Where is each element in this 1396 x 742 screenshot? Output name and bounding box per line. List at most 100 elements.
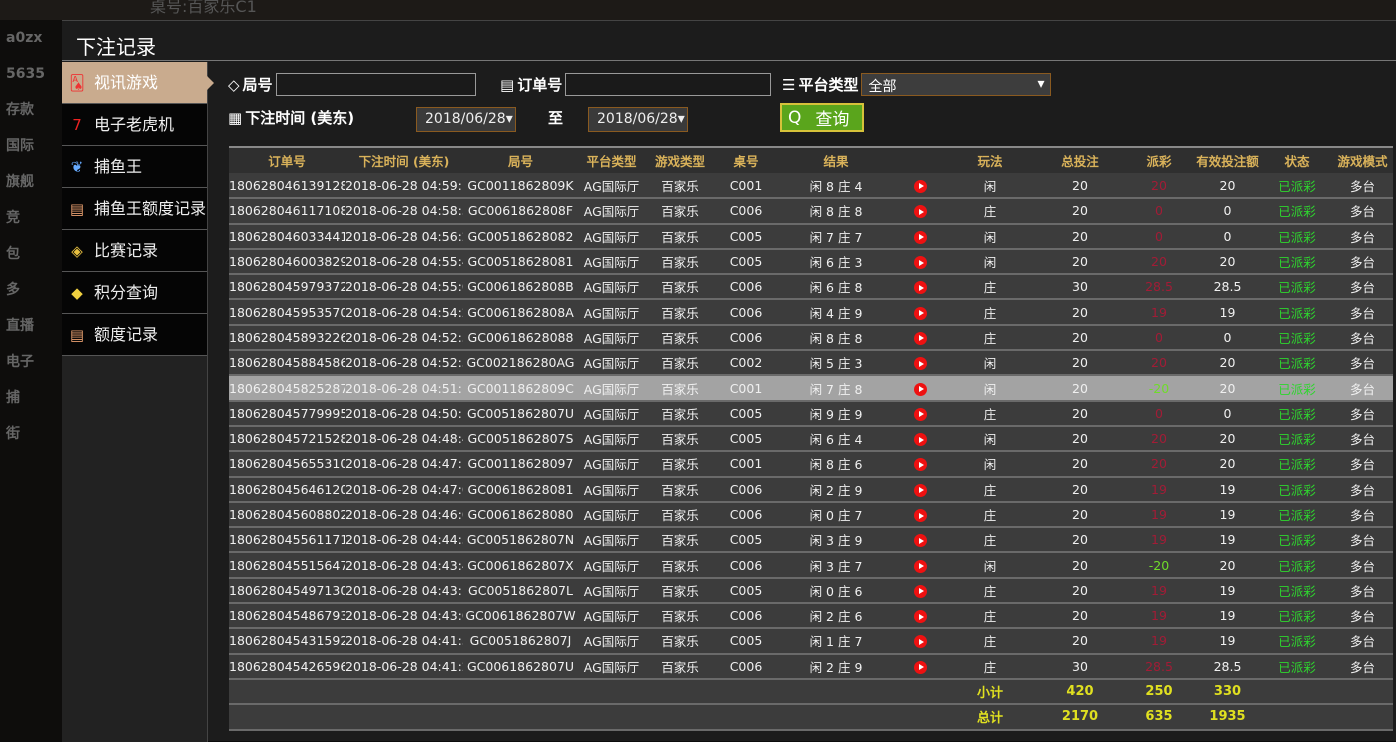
table-cell: AG国际厅 [578, 299, 645, 326]
table-cell: 2018-06-28 04:50:13 [345, 400, 463, 427]
replay-cell [895, 628, 945, 655]
play-video-icon[interactable] [913, 534, 927, 548]
sidebar-item[interactable]: 🂡 视讯游戏 [62, 62, 214, 104]
table-cell: 19 [1125, 628, 1193, 655]
play-video-icon[interactable] [913, 660, 927, 674]
sidebar-item[interactable]: ❦ 捕鱼王 [62, 146, 207, 188]
table-cell: 20 [1193, 451, 1262, 478]
play-video-icon[interactable] [913, 635, 927, 649]
table-cell: 20 [1125, 173, 1193, 200]
table-cell: 20 [1035, 628, 1125, 655]
play-video-icon[interactable] [913, 256, 927, 270]
play-video-icon[interactable] [913, 483, 927, 497]
table-cell: 已派彩 [1262, 476, 1332, 503]
table-cell: AG国际厅 [578, 451, 645, 478]
play-video-icon[interactable] [913, 559, 927, 573]
query-button[interactable]: Q 查询 [780, 103, 864, 132]
date-from-picker[interactable]: 2018/06/28▾ [416, 107, 516, 132]
replay-cell [895, 350, 945, 377]
play-video-icon[interactable] [913, 205, 927, 219]
table-cell: 19 [1193, 476, 1262, 503]
background-item: 捕 [6, 390, 20, 406]
platform-select[interactable]: 全部 ▾ [861, 73, 1052, 96]
table-cell: 180628045979372 [229, 274, 345, 301]
table-cell: GC0051862807L [463, 577, 578, 605]
table-cell: C006 [715, 299, 777, 326]
play-video-icon[interactable] [913, 281, 927, 295]
table-cell: 庄 [945, 653, 1035, 680]
subtotal-payout: 250 [1125, 678, 1193, 706]
play-video-icon[interactable] [913, 357, 927, 371]
table-cell: 闲 0 庄 6 [777, 577, 895, 605]
play-video-icon[interactable] [913, 584, 927, 598]
play-video-icon[interactable] [913, 306, 927, 320]
play-video-icon[interactable] [913, 407, 927, 421]
table-cell: 百家乐 [645, 628, 715, 655]
fish-icon: ❦ [70, 157, 84, 176]
background-item: 旗舰 [6, 174, 34, 190]
table-cell: 20 [1193, 350, 1262, 377]
table-cell: 已派彩 [1262, 552, 1332, 579]
table-cell: 20 [1035, 451, 1125, 478]
column-header: 状态 [1262, 146, 1332, 173]
play-video-icon[interactable] [913, 509, 927, 522]
table-cell: 闲 [945, 552, 1035, 579]
date-to-picker[interactable]: 2018/06/28▾ [588, 107, 688, 132]
play-video-icon[interactable] [913, 433, 927, 447]
table-cell: 闲 2 庄 9 [777, 476, 895, 503]
order-input[interactable] [565, 73, 772, 96]
table-cell: AG国际厅 [578, 501, 645, 529]
table-cell: 百家乐 [645, 527, 715, 554]
table-cell: -20 [1125, 375, 1193, 402]
empty-cell [1262, 678, 1332, 706]
table-cell: 闲 9 庄 9 [777, 400, 895, 427]
play-video-icon[interactable] [913, 179, 927, 193]
sidebar-item[interactable]: ▤ 捕鱼王额度记录 [62, 188, 207, 230]
round-input[interactable] [275, 73, 476, 96]
sidebar-item[interactable]: ◈ 比赛记录 [62, 230, 207, 272]
play-video-icon[interactable] [913, 610, 927, 624]
table-cell: 已派彩 [1262, 248, 1332, 276]
table-cell: 20 [1035, 324, 1125, 352]
table-cell: 2018-06-28 04:52:50 [345, 324, 463, 352]
table-cell: 2018-06-28 04:47:17 [345, 451, 463, 478]
query-label: 查询 [815, 110, 850, 130]
sidebar-item[interactable]: ◆ 积分查询 [62, 272, 207, 314]
empty-cell [1332, 678, 1393, 706]
sidebar-item[interactable]: 7 电子老虎机 [62, 104, 207, 146]
table-cell: AG国际厅 [578, 476, 645, 503]
play-video-icon[interactable] [913, 331, 927, 345]
background-header: 桌号:百家乐C1 [0, 0, 1396, 20]
play-video-icon[interactable] [913, 382, 927, 396]
table-cell: AG国际厅 [578, 350, 645, 377]
sidebar-item[interactable]: ▤ 额度记录 [62, 314, 207, 356]
play-video-icon[interactable] [913, 458, 927, 472]
table-cell: 多台 [1332, 274, 1393, 301]
background-sidebar: a0zx 5635 存款 国际 旗舰竞包多直播 电子捕街 [0, 20, 62, 741]
table-cell: 闲 4 庄 9 [777, 299, 895, 326]
table-cell: 多台 [1332, 173, 1393, 200]
table-cell: 百家乐 [645, 324, 715, 352]
empty-cell [463, 678, 578, 706]
play-video-icon[interactable] [913, 230, 927, 244]
